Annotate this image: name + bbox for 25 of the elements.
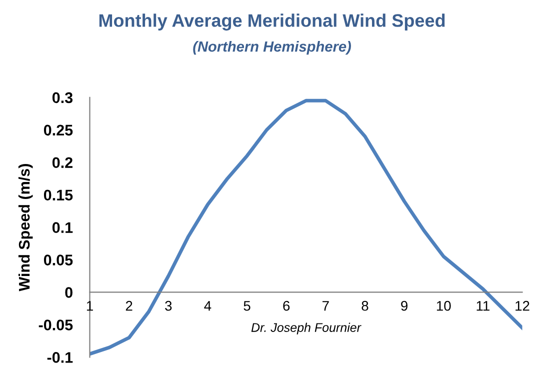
- y-tick-label: 0.2: [52, 157, 72, 168]
- y-tick-label: -0.1: [47, 352, 73, 363]
- x-tick-label: 7: [322, 301, 329, 311]
- x-tick-label: 11: [476, 301, 490, 311]
- y-tick-label: 0.25: [44, 124, 73, 136]
- y-tick-label: 0.15: [44, 190, 73, 201]
- y-tick-label: 0.1: [52, 222, 73, 233]
- x-tick-label: 8: [362, 300, 368, 311]
- x-tick-label: 5: [244, 301, 250, 311]
- x-tick-label: 12: [516, 300, 530, 311]
- x-tick-label: 1: [86, 301, 93, 311]
- annotation: Dr. Joseph Fournier: [251, 322, 362, 334]
- chart-title: Monthly Average Meridional Wind Speed: [99, 14, 445, 31]
- x-tick-label: 2: [126, 300, 132, 311]
- x-tick-label: 9: [401, 300, 408, 311]
- x-tick-label: 6: [283, 300, 290, 311]
- x-tick-label: 3: [165, 300, 172, 311]
- y-tick-label: -0.05: [38, 320, 73, 330]
- y-tick-label: 0.05: [44, 254, 73, 266]
- x-tick-label: 4: [204, 301, 212, 311]
- x-tick-label: 10: [436, 300, 451, 311]
- y-axis-title: Wind Speed (m/s): [18, 164, 33, 292]
- chart-subtitle: (Northern Hemisphere): [193, 41, 351, 55]
- y-tick-label: 0: [65, 287, 72, 298]
- y-tick-label: 0.3: [52, 92, 73, 104]
